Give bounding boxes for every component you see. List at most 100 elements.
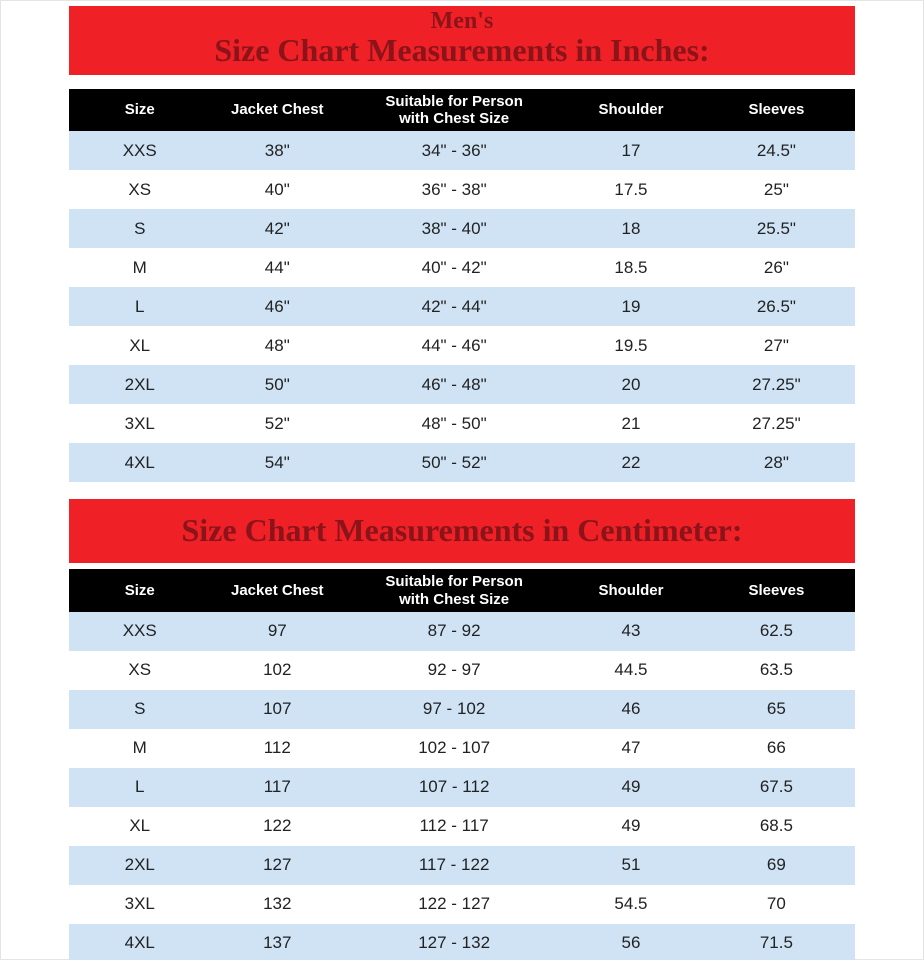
table-cell: 50" - 52" xyxy=(421,452,487,472)
table-cell: 107 - 112 xyxy=(418,777,490,797)
table-cell: M xyxy=(132,257,147,277)
table-cell: 68.5 xyxy=(759,816,793,836)
table-row: L 46" 42" - 44" 19 26.5" xyxy=(69,287,855,327)
table-cell: 22 xyxy=(621,452,641,472)
centimeter-banner: Size Chart Measurements in Centimeter: xyxy=(69,499,855,564)
table-row: XXS 97 87 - 92 43 62.5 xyxy=(69,611,855,651)
table-cell: 48" - 50" xyxy=(421,413,487,433)
table-cell: 4XL xyxy=(124,452,155,472)
table-cell: 127 xyxy=(263,855,292,875)
table-cell: 38" xyxy=(264,140,290,160)
table-cell: 42" xyxy=(264,218,290,238)
column-header: Size xyxy=(124,101,155,119)
centimeter-banner-title: Size Chart Measurements in Centimeter: xyxy=(181,512,743,549)
inches-banner-title: Size Chart Measurements in Inches: xyxy=(214,32,710,69)
table-row: M 112 102 - 107 47 66 xyxy=(69,728,855,768)
table-cell: 20 xyxy=(621,374,641,394)
column-header: Shoulder xyxy=(598,101,664,119)
column-header: Suitable for Person with Chest Size xyxy=(385,573,523,608)
column-header: Shoulder xyxy=(598,581,664,599)
table-cell: 102 xyxy=(263,660,292,680)
table-cell: 26.5" xyxy=(756,296,796,316)
table-cell: 69 xyxy=(766,855,786,875)
table-row: 2XL 127 117 - 122 51 69 xyxy=(69,845,855,885)
table-cell: 27.25" xyxy=(752,374,801,394)
table-cell: 28" xyxy=(763,452,789,472)
column-header: Jacket Chest xyxy=(230,581,324,599)
table-cell: 17.5 xyxy=(614,179,648,199)
inches-banner-subtitle: Men's xyxy=(430,8,494,34)
centimeter-table-body: XXS 97 87 - 92 43 62.5 XS 102 92 - 97 44.5 63.5 S 1… xyxy=(69,611,855,960)
centimeter-table-header-row: Size Jacket Chest Suitable for Person with… xyxy=(69,569,855,612)
column-header: Sleeves xyxy=(748,101,805,119)
table-cell: 50" xyxy=(264,374,290,394)
table-cell: 112 - 117 xyxy=(419,816,489,836)
table-cell: XXS xyxy=(122,621,157,641)
table-row: S 42" 38" - 40" 18 25.5" xyxy=(69,209,855,249)
table-cell: 122 xyxy=(263,816,292,836)
table-cell: 44" - 46" xyxy=(421,335,487,355)
table-cell: 46" - 48" xyxy=(421,374,487,394)
table-row: 2XL 50" 46" - 48" 20 27.25" xyxy=(69,365,855,405)
table-cell: 49 xyxy=(621,777,641,797)
table-cell: 19.5 xyxy=(614,335,648,355)
table-cell: 62.5 xyxy=(759,621,793,641)
table-cell: 67.5 xyxy=(759,777,793,797)
table-cell: 25" xyxy=(763,179,789,199)
table-row: 3XL 132 122 - 127 54.5 70 xyxy=(69,884,855,924)
table-cell: XXS xyxy=(122,140,157,160)
table-cell: 19 xyxy=(621,296,641,316)
column-header: Sleeves xyxy=(748,581,805,599)
centimeter-size-table: Size Jacket Chest Suitable for Person with… xyxy=(69,569,855,960)
table-cell: 54.5 xyxy=(614,894,648,914)
table-row: 4XL 54" 50" - 52" 22 28" xyxy=(69,443,855,483)
table-cell: 47 xyxy=(621,738,641,758)
table-cell: 97 xyxy=(267,621,287,641)
table-cell: 46 xyxy=(621,699,641,719)
table-cell: XS xyxy=(128,660,152,680)
table-cell: 44" xyxy=(264,257,290,277)
table-cell: 34" - 36" xyxy=(421,140,487,160)
table-cell: L xyxy=(135,777,145,797)
table-cell: XL xyxy=(129,335,151,355)
column-header: Size xyxy=(124,581,155,599)
inches-banner: Men's Size Chart Measurements in Inches: xyxy=(69,6,855,75)
table-cell: 132 xyxy=(263,894,292,914)
table-cell: XS xyxy=(128,179,152,199)
table-row: XL 122 112 - 117 49 68.5 xyxy=(69,806,855,846)
table-cell: 42" - 44" xyxy=(421,296,487,316)
table-cell: 44.5 xyxy=(614,660,648,680)
table-cell: 70 xyxy=(766,894,786,914)
table-cell: XL xyxy=(129,816,151,836)
table-row: XS 102 92 - 97 44.5 63.5 xyxy=(69,650,855,690)
table-cell: 107 xyxy=(263,699,292,719)
inches-section: Men's Size Chart Measurements in Inches:… xyxy=(69,6,855,483)
inches-table-header-row: Size Jacket Chest Suitable for Person with… xyxy=(69,88,855,132)
table-cell: 65 xyxy=(766,699,786,719)
inches-size-table: Size Jacket Chest Suitable for Person with… xyxy=(69,88,855,483)
table-cell: 27" xyxy=(763,335,789,355)
table-cell: 87 - 92 xyxy=(427,621,481,641)
table-cell: 52" xyxy=(264,413,290,433)
table-cell: 49 xyxy=(621,816,641,836)
table-cell: 117 xyxy=(263,777,291,797)
table-cell: 56 xyxy=(621,933,641,953)
table-cell: 2XL xyxy=(124,855,155,875)
table-cell: 51 xyxy=(621,855,641,875)
table-row: 3XL 52" 48" - 50" 21 27.25" xyxy=(69,404,855,444)
table-cell: M xyxy=(132,738,147,758)
table-cell: S xyxy=(134,699,146,719)
table-cell: 46" xyxy=(264,296,290,316)
table-cell: 66 xyxy=(766,738,786,758)
table-row: XS 40" 36" - 38" 17.5 25" xyxy=(69,170,855,210)
table-row: L 117 107 - 112 49 67.5 xyxy=(69,767,855,807)
table-cell: 40" - 42" xyxy=(421,257,487,277)
centimeter-section: Size Chart Measurements in Centimeter: S… xyxy=(69,499,855,960)
table-cell: L xyxy=(135,296,145,316)
table-cell: 127 - 132 xyxy=(418,933,491,953)
table-cell: 122 - 127 xyxy=(418,894,491,914)
table-cell: 97 - 102 xyxy=(422,699,486,719)
table-cell: 3XL xyxy=(124,894,155,914)
